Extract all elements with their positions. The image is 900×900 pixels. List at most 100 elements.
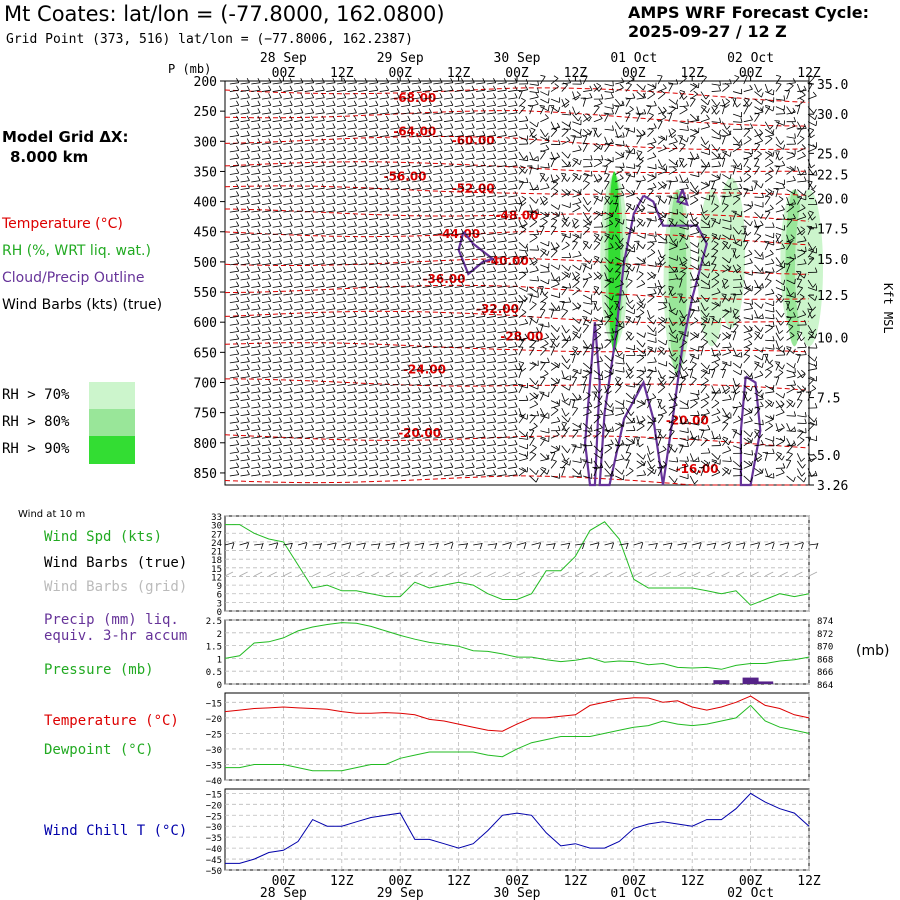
wind-barb-flag — [375, 115, 379, 121]
wind-barb-shaft — [765, 98, 774, 103]
wind-barb-flag — [375, 153, 379, 159]
wind-barb-flag — [332, 93, 336, 98]
wind-barb-shaft — [433, 104, 443, 108]
wind-barb-shaft — [476, 112, 486, 115]
legend-rh90-label: RH > 90% — [2, 441, 70, 457]
wind-barb-shaft — [240, 172, 250, 175]
wind-barb-shaft — [625, 128, 635, 133]
wind-barb-shaft — [700, 126, 710, 130]
wind-barb-flag — [471, 115, 475, 121]
wind-barb-flag — [612, 87, 614, 93]
wind-barb-shaft — [347, 89, 357, 92]
wind-barb-shaft — [743, 127, 753, 130]
wind-barb-flag — [289, 123, 293, 129]
wind-barb-flag — [796, 127, 802, 130]
wind-barb-flag — [532, 135, 538, 140]
wind-barb-flag — [539, 225, 545, 228]
wind-barb-shaft — [583, 97, 593, 100]
wind-barb-shaft — [796, 105, 801, 115]
wind-barb-flag — [697, 82, 700, 88]
wind-barb-shaft — [604, 128, 614, 131]
wind-barb-shaft — [476, 82, 486, 85]
wind-barb-flag — [450, 138, 454, 144]
wind-barb-flag — [343, 176, 347, 181]
wind-barb-flag — [353, 168, 357, 174]
wind-barb-shaft — [251, 127, 261, 130]
wind-barb-shaft — [476, 104, 486, 108]
wind-barb-shaft — [508, 112, 518, 115]
wind-barb-flag — [707, 108, 710, 114]
wind-barb-shaft — [668, 113, 673, 122]
legend-rh80-swatch — [89, 409, 135, 436]
wind-barb-shaft — [807, 95, 817, 100]
wind-barb-shaft — [668, 106, 678, 110]
wind-barb-flag — [418, 115, 422, 121]
wind-barb-flag — [375, 130, 379, 136]
isotherm — [224, 208, 810, 222]
wind-barb-flag — [493, 168, 497, 174]
wind-barb-shaft — [486, 135, 496, 138]
wind-barb-shaft — [786, 82, 796, 85]
wind-barb-flag — [761, 92, 764, 98]
wind-barb-shaft — [422, 150, 432, 153]
wind-barb-shaft — [411, 142, 421, 145]
wind-barb-shaft — [797, 128, 807, 130]
wind-barb-shaft — [625, 144, 631, 153]
wind-barb-flag — [493, 123, 497, 129]
wind-barb-shaft — [443, 135, 453, 138]
wind-barb-shaft — [657, 110, 667, 115]
wind-barb-flag — [364, 108, 368, 114]
wind-barb-shaft — [229, 142, 239, 145]
wind-barb-flag — [793, 139, 796, 145]
wind-barb-flag — [385, 85, 390, 91]
wind-barb-flag — [598, 87, 603, 92]
wind-barb-flag — [439, 160, 443, 166]
wind-barb-shaft — [443, 82, 453, 85]
wind-barb-shaft — [347, 150, 357, 153]
wind-barb-shaft — [614, 121, 621, 130]
wind-barb-flag — [375, 108, 379, 114]
wind-barb-shaft — [240, 150, 250, 153]
wind-barb-shaft — [689, 158, 694, 168]
wind-barb-shaft — [368, 127, 379, 130]
isotherm-label: -16.00 — [676, 462, 719, 476]
wind-barb-flag — [246, 123, 250, 129]
wind-barb-shaft — [476, 119, 486, 123]
wind-barb-flag — [648, 112, 654, 116]
wind-barb-flag — [782, 108, 786, 114]
wind-barb-shaft — [754, 113, 760, 122]
wind-barb-flag — [726, 125, 731, 130]
wind-barb-shaft — [765, 106, 774, 112]
wind-barb-flag — [289, 115, 293, 121]
wind-barb-flag — [246, 145, 250, 151]
wind-barb-flag — [493, 130, 497, 136]
wind-barb-flag — [525, 139, 529, 145]
forecast-cycle: AMPS WRF Forecast Cycle: 2025-09-27 / 12… — [628, 3, 869, 41]
wind-barb-flag — [343, 115, 347, 121]
wind-barb-shaft — [764, 128, 773, 135]
wind-barb-flag — [746, 165, 752, 170]
wind-barb-flag — [450, 78, 454, 83]
wind-barb-shaft — [647, 129, 654, 138]
wind-barb-shaft — [411, 135, 421, 138]
wind-barb-flag — [385, 115, 390, 121]
wind-barb-shaft — [411, 165, 421, 168]
wind-barb-flag — [715, 110, 720, 115]
wind-barb-shaft — [679, 121, 689, 125]
wind-barb-shaft — [294, 127, 304, 130]
wind-barb-flag — [418, 93, 422, 98]
wind-barb-flag — [482, 100, 486, 106]
wind-barb-shaft — [368, 172, 379, 175]
wind-barb-shaft — [486, 104, 496, 108]
wind-barb-flag — [757, 88, 763, 93]
legend-rh80-label: RH > 80% — [2, 414, 70, 430]
wind-barb-flag — [801, 151, 806, 157]
wind-barb-flag — [396, 100, 400, 106]
wind-barb-flag — [799, 135, 805, 139]
wind-barb-flag — [311, 78, 315, 83]
wind-barb-flag — [662, 109, 667, 115]
wind-barb-shaft — [529, 138, 538, 145]
wind-barb-shaft — [326, 127, 336, 130]
wind-barb-flag — [482, 145, 486, 151]
wind-barb-flag — [801, 144, 806, 149]
